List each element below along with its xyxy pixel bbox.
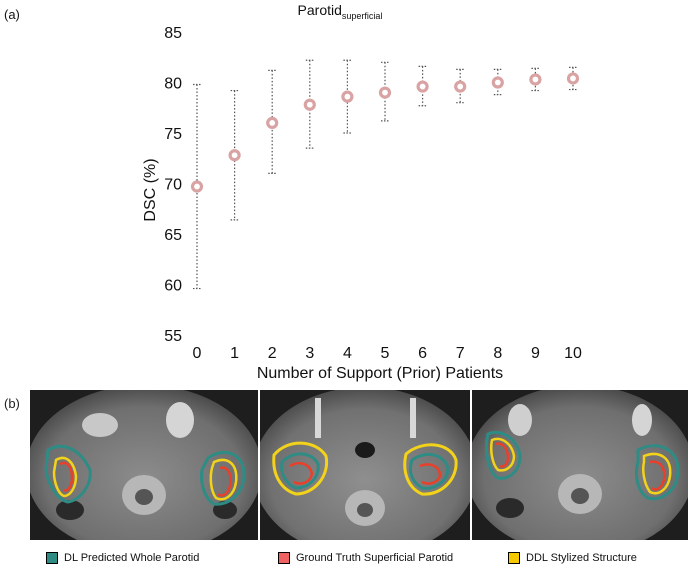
x-axis-label: Number of Support (Prior) Patients [257,365,503,382]
x-tick-label: 0 [193,345,202,362]
x-tick-label: 9 [531,345,540,362]
x-tick-label: 4 [343,345,352,362]
panel-a-label: (a) [4,7,20,22]
x-tick-label: 6 [418,345,427,362]
x-tick-label: 2 [268,345,277,362]
data-point [491,76,504,89]
data-point [416,80,429,93]
chart-title-main: Parotid [298,2,342,18]
dsc-chart: (a) Parotidsuperficial DSC (%) Number of… [4,2,582,382]
x-tick-label: 3 [305,345,314,362]
y-tick-label: 65 [164,227,182,244]
y-tick-label: 70 [164,177,182,194]
x-tick-label: 1 [230,345,239,362]
data-point [529,73,542,86]
data-point [378,86,392,99]
ct-image-right [472,390,688,540]
x-tick-labels: 0 1 2 3 4 5 6 7 8 9 10 [193,345,582,362]
legend: DL Predicted Whole Parotid Ground Truth … [0,552,690,570]
y-tick-label: 85 [164,25,182,42]
data-point [303,98,316,111]
data-point [341,90,354,103]
y-tick-label: 55 [164,328,182,345]
data-point [190,180,204,193]
y-tick-label: 75 [164,126,182,143]
legend-label: Ground Truth Superficial Parotid [296,552,454,564]
y-tick-labels: 55 60 65 70 75 80 85 [164,25,182,345]
x-tick-label: 8 [493,345,502,362]
legend-swatch-yellow [508,552,520,564]
x-tick-label: 5 [381,345,390,362]
data-point [454,80,467,93]
x-tick-label: 10 [564,345,582,362]
data-point [266,116,279,130]
data-point [228,149,241,162]
legend-label: DDL Stylized Structure [526,552,637,564]
chart-title: Parotidsuperficial [298,2,383,21]
legend-swatch-red [278,552,290,564]
y-tick-label: 80 [164,76,182,93]
chart-title-subscript: superficial [342,11,383,21]
ct-image-left [30,390,258,540]
data-point [566,72,580,85]
panel-b-label: (b) [4,396,20,411]
legend-label: DL Predicted Whole Parotid [64,552,200,564]
legend-swatch-teal [46,552,58,564]
legend-item-ground-truth: Ground Truth Superficial Parotid [278,552,453,564]
ct-image-middle [260,390,470,540]
data-points [190,72,580,193]
legend-item-dl-predicted: DL Predicted Whole Parotid [46,552,199,564]
y-axis-label: DSC (%) [142,158,159,221]
legend-item-ddl-stylized: DDL Stylized Structure [508,552,637,564]
y-tick-label: 60 [164,278,182,295]
x-tick-label: 7 [456,345,465,362]
